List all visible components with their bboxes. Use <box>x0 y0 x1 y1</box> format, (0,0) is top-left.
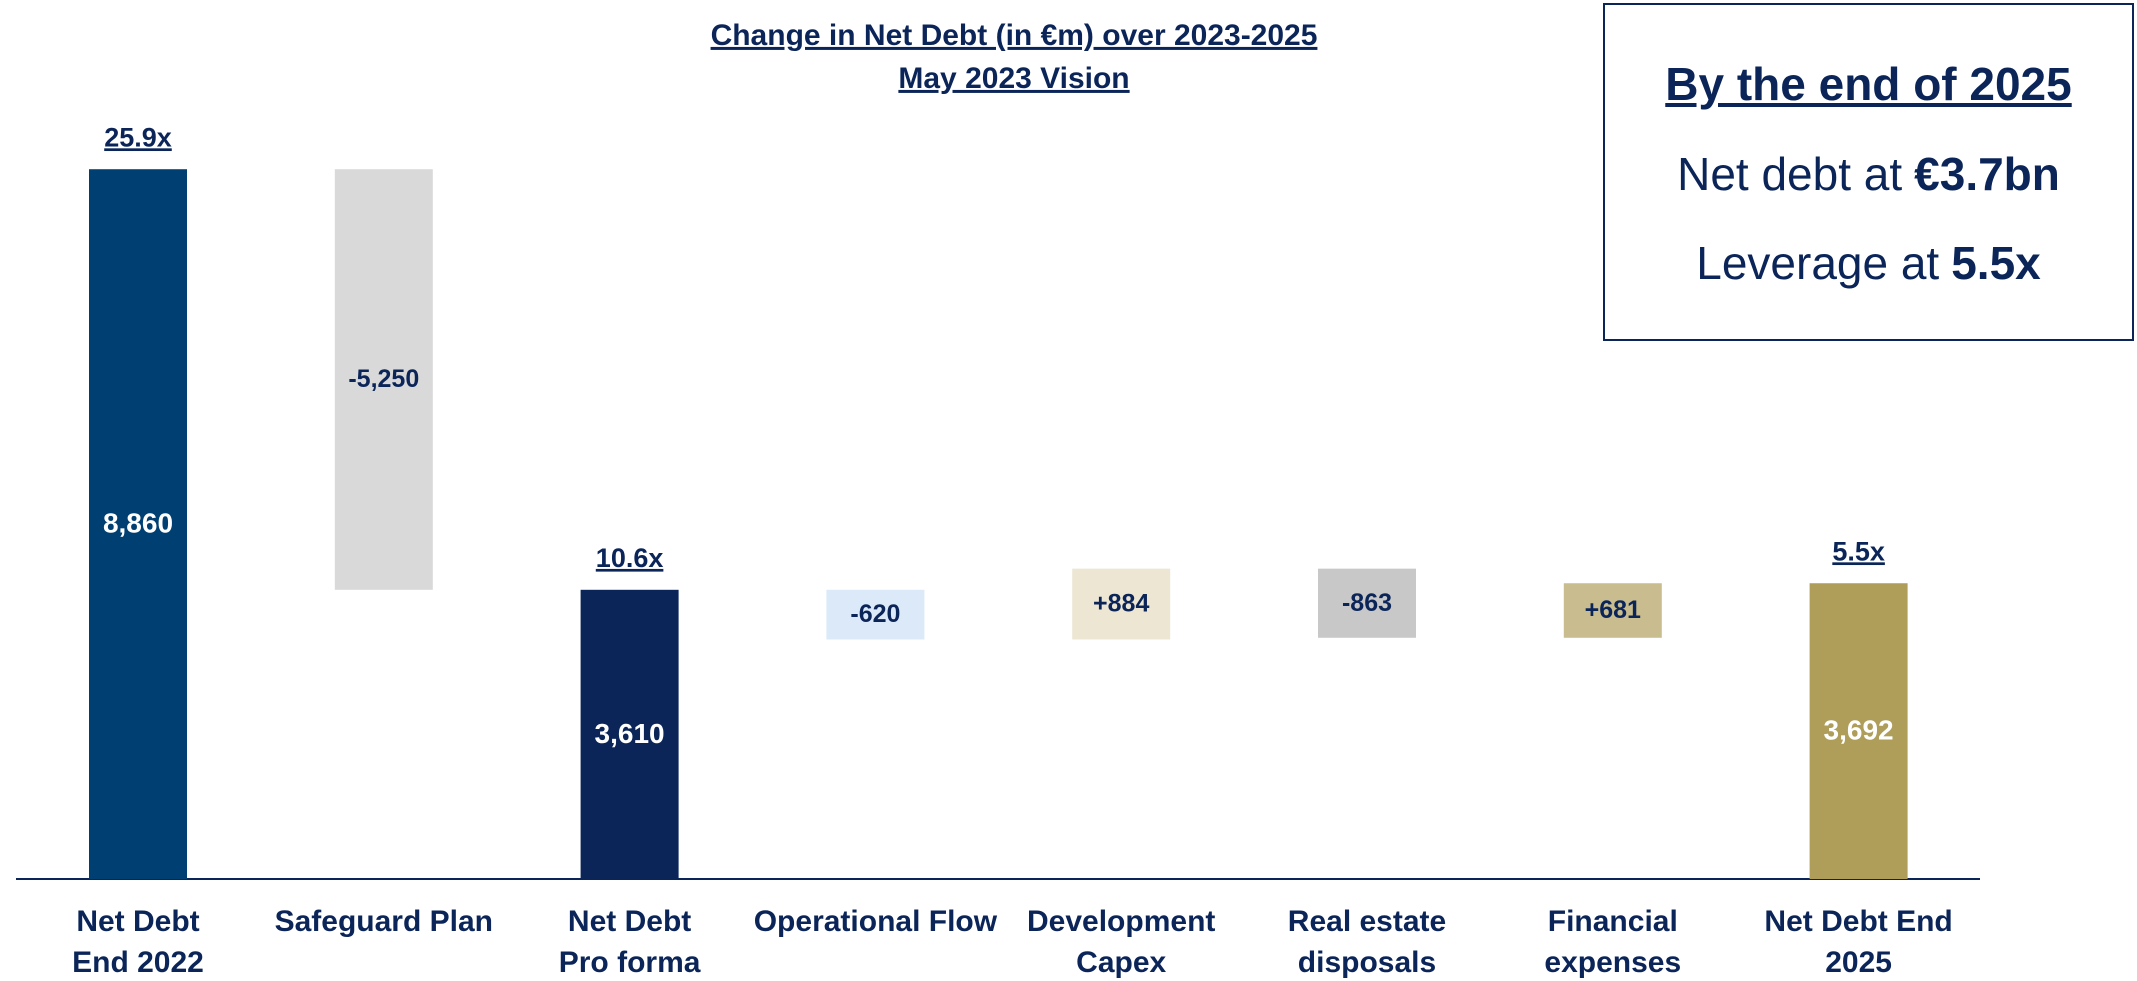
callout-text: Leverage at <box>1696 237 1940 289</box>
leverage-label: 5.5x <box>1832 536 1885 566</box>
category-label: 2025 <box>1825 946 1892 979</box>
callout-box: By the end of 2025 Net debt at €3.7bn Leve… <box>1603 3 2134 341</box>
callout-title: By the end of 2025 <box>1665 58 2072 110</box>
value-label: +884 <box>1093 590 1149 618</box>
value-label: 3,610 <box>595 718 665 749</box>
category-label: Operational Flow <box>754 905 998 938</box>
category-label: disposals <box>1298 946 1436 979</box>
chart-subtitle: May 2023 Vision <box>898 62 1129 95</box>
leverage-label: 10.6x <box>596 543 664 573</box>
bar <box>334 169 433 590</box>
callout-text: Net debt at <box>1677 148 1903 200</box>
category-label: Safeguard Plan <box>275 905 493 938</box>
value-label: -620 <box>850 600 900 628</box>
value-label: -5,250 <box>348 365 419 393</box>
category-label: Net Debt End <box>1764 905 1952 938</box>
bar <box>826 589 925 640</box>
value-label: -863 <box>1342 589 1392 617</box>
category-label: Pro forma <box>559 946 701 979</box>
bar <box>580 589 679 879</box>
leverage-label: 25.9x <box>104 122 172 152</box>
callout-emphasis: 5.5x <box>1951 237 2041 289</box>
bar <box>1072 568 1171 640</box>
bar <box>89 169 187 879</box>
chart-title: Change in Net Debt (in €m) over 2023-202… <box>711 19 1318 52</box>
value-label: 8,860 <box>103 507 173 538</box>
bar <box>1563 583 1662 638</box>
callout-emphasis: €3.7bn <box>1914 148 2060 200</box>
category-label: expenses <box>1544 946 1681 979</box>
category-label: Financial <box>1548 905 1678 938</box>
category-label: Net Debt <box>568 905 691 938</box>
value-label: +681 <box>1585 596 1641 624</box>
bar <box>1809 583 1908 879</box>
callout-line: Net debt at €3.7bn <box>1605 147 2132 201</box>
category-label: Real estate <box>1288 905 1446 938</box>
bar <box>1318 568 1416 638</box>
callout-line: Leverage at 5.5x <box>1605 236 2132 290</box>
category-label: Net Debt <box>76 905 199 938</box>
category-label: Development <box>1027 905 1215 938</box>
value-label: 3,692 <box>1824 715 1894 746</box>
category-label: Capex <box>1076 946 1166 979</box>
category-label: End 2022 <box>72 946 204 979</box>
